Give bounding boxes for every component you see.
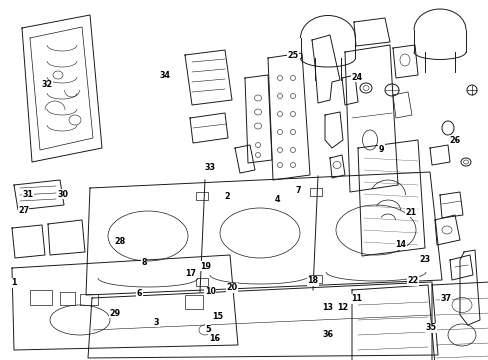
Text: 22: 22: [407, 276, 418, 285]
Text: 24: 24: [351, 73, 362, 82]
Text: 21: 21: [405, 208, 415, 217]
Text: 32: 32: [41, 80, 52, 89]
Text: 20: 20: [226, 284, 237, 292]
Text: 27: 27: [18, 206, 29, 215]
Text: 26: 26: [448, 136, 459, 145]
Text: 3: 3: [153, 318, 159, 327]
Text: 34: 34: [160, 71, 170, 80]
Text: 28: 28: [114, 237, 125, 246]
Text: 11: 11: [351, 294, 362, 303]
Text: 12: 12: [336, 303, 347, 312]
Bar: [196, 192, 207, 200]
Text: 18: 18: [307, 276, 318, 285]
Bar: [60, 292, 75, 305]
Bar: [80, 294, 98, 305]
Text: 14: 14: [395, 240, 406, 249]
Text: 23: 23: [419, 255, 430, 264]
Text: 16: 16: [208, 334, 219, 343]
Text: 31: 31: [23, 190, 34, 199]
Text: 13: 13: [322, 303, 332, 312]
Text: 7: 7: [295, 186, 301, 195]
Text: 19: 19: [200, 262, 210, 271]
Text: 36: 36: [322, 330, 332, 339]
Bar: [309, 188, 321, 196]
Text: 25: 25: [287, 51, 298, 60]
Text: 10: 10: [204, 287, 215, 296]
Text: 9: 9: [378, 145, 384, 154]
Text: 5: 5: [204, 325, 210, 334]
Text: 1: 1: [11, 278, 17, 287]
Text: 6: 6: [136, 289, 142, 298]
Bar: [196, 278, 207, 286]
Text: 37: 37: [440, 294, 450, 303]
Bar: [309, 275, 321, 283]
Bar: [30, 290, 52, 305]
Text: 35: 35: [425, 323, 436, 332]
Text: 30: 30: [57, 190, 68, 199]
Bar: [184, 295, 203, 309]
Text: 17: 17: [185, 269, 196, 278]
Text: 2: 2: [224, 192, 230, 201]
Text: 29: 29: [109, 309, 120, 318]
Text: 33: 33: [204, 163, 215, 172]
Text: 8: 8: [141, 258, 147, 267]
Text: 4: 4: [274, 195, 280, 204]
Text: 15: 15: [212, 312, 223, 321]
